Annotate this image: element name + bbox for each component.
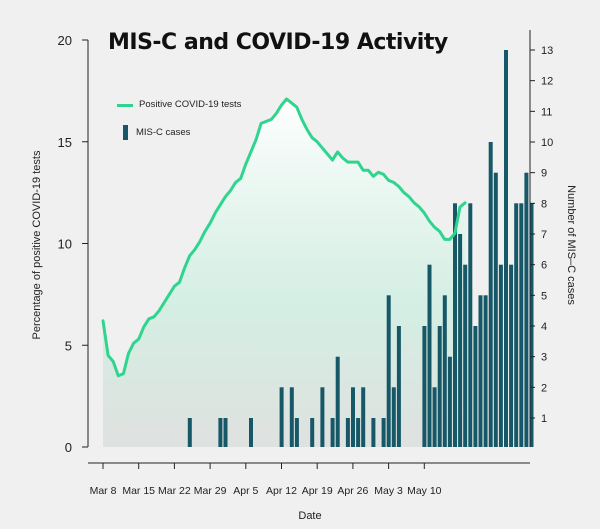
left-axis-tick-label: 15 bbox=[58, 135, 72, 150]
left-axis-title: Percentage of positive COVID-19 tests bbox=[31, 150, 43, 339]
mis-c-bar bbox=[351, 387, 355, 447]
mis-c-bar bbox=[483, 295, 488, 447]
mis-c-bar bbox=[478, 295, 483, 447]
mis-c-bar bbox=[386, 295, 391, 447]
mis-c-bar bbox=[371, 418, 376, 447]
mis-c-bar bbox=[519, 203, 524, 447]
legend-bar-label: MIS-C cases bbox=[136, 126, 191, 138]
mis-c-bar bbox=[422, 326, 427, 447]
x-axis-tick-label: Apr 12 bbox=[266, 485, 297, 497]
left-axis-tick-label: 20 bbox=[58, 33, 72, 48]
mis-c-bar bbox=[396, 326, 401, 447]
mis-c-bar bbox=[320, 387, 325, 447]
right-axis-tick-label: 10 bbox=[541, 137, 553, 149]
legend-item-bars: MIS-C cases bbox=[117, 125, 246, 140]
mis-c-bar bbox=[488, 142, 493, 447]
right-axis-title: Number of MIS–C cases bbox=[565, 185, 577, 305]
mis-c-bar bbox=[427, 264, 432, 447]
mis-c-bar bbox=[458, 234, 463, 447]
legend-item-line: Positive COVID-19 tests bbox=[117, 100, 249, 110]
right-axis-tick-label: 13 bbox=[541, 45, 553, 57]
x-axis-tick-label: May 3 bbox=[374, 485, 403, 497]
chart-title: MIS-C and COVID-19 Activity bbox=[108, 30, 448, 55]
x-axis-tick-label: Mar 15 bbox=[122, 485, 155, 497]
right-axis-tick-label: 4 bbox=[541, 321, 547, 333]
left-axis-tick-label: 10 bbox=[58, 237, 72, 252]
mis-c-bar bbox=[493, 172, 498, 447]
right-axis-tick-label: 12 bbox=[541, 76, 553, 88]
x-axis-tick-label: Mar 29 bbox=[194, 485, 227, 497]
covid-positive-line bbox=[101, 97, 467, 378]
x-axis-tick-label: Mar 22 bbox=[158, 485, 191, 497]
right-axis-tick-label: 9 bbox=[541, 168, 547, 180]
mis-c-bar bbox=[381, 418, 386, 447]
mis-c-bar bbox=[514, 203, 519, 447]
right-axis-tick-label: 11 bbox=[541, 106, 552, 118]
mis-c-bar bbox=[361, 387, 366, 447]
mis-c-bar bbox=[335, 356, 340, 447]
mis-c-bar bbox=[432, 387, 437, 447]
mis-c-bar bbox=[294, 418, 299, 447]
mis-c-bar bbox=[453, 203, 457, 447]
right-axis-tick-label: 3 bbox=[541, 352, 547, 364]
left-axis-tick-label: 5 bbox=[65, 338, 72, 353]
x-axis-tick-label: Apr 26 bbox=[337, 485, 368, 497]
mis-c-bar bbox=[218, 418, 223, 447]
x-axis-tick-label: May 10 bbox=[407, 485, 442, 497]
mis-c-bar bbox=[463, 264, 468, 447]
mis-c-bar bbox=[524, 172, 529, 447]
mis-c-bar bbox=[223, 418, 228, 447]
legend-line-label: Positive COVID-19 tests bbox=[139, 99, 242, 110]
right-axis-tick-label: 5 bbox=[541, 290, 547, 302]
mis-c-bar bbox=[473, 326, 478, 447]
x-axis-tick-label: Mar 8 bbox=[90, 485, 117, 497]
legend-line-swatch bbox=[117, 103, 133, 107]
mis-c-bar bbox=[468, 203, 473, 447]
right-axis-tick-label: 1 bbox=[541, 413, 547, 425]
line-area-fill bbox=[103, 99, 466, 447]
x-axis-title: Date bbox=[298, 510, 321, 522]
mis-c-bar bbox=[289, 387, 294, 447]
mis-c-bar bbox=[310, 418, 315, 447]
mis-c-bar bbox=[447, 356, 452, 447]
right-axis-tick-label: 7 bbox=[541, 229, 547, 241]
left-axis-tick-label: 0 bbox=[65, 440, 72, 455]
right-axis-tick-label: 8 bbox=[541, 198, 547, 210]
right-axis-tick-label: 6 bbox=[541, 260, 547, 272]
mis-c-bar bbox=[504, 50, 508, 447]
mis-c-bar bbox=[187, 418, 192, 447]
mis-c-bar bbox=[279, 387, 284, 447]
right-axis-tick-label: 2 bbox=[541, 382, 547, 394]
mis-c-bar bbox=[345, 418, 350, 447]
x-axis-tick-label: Apr 5 bbox=[233, 485, 258, 497]
mis-c-bar bbox=[356, 418, 361, 447]
mis-c-bar bbox=[529, 203, 534, 447]
x-axis-tick-label: Apr 19 bbox=[302, 485, 333, 497]
mis-c-bar bbox=[249, 418, 253, 447]
legend-bar-swatch bbox=[123, 125, 128, 140]
mis-c-bar bbox=[509, 264, 514, 447]
mis-c-bar bbox=[330, 418, 335, 447]
mis-c-bar bbox=[442, 295, 447, 447]
mis-c-bar bbox=[498, 264, 503, 447]
mis-c-bar bbox=[437, 326, 442, 447]
mis-c-bar bbox=[391, 387, 396, 447]
